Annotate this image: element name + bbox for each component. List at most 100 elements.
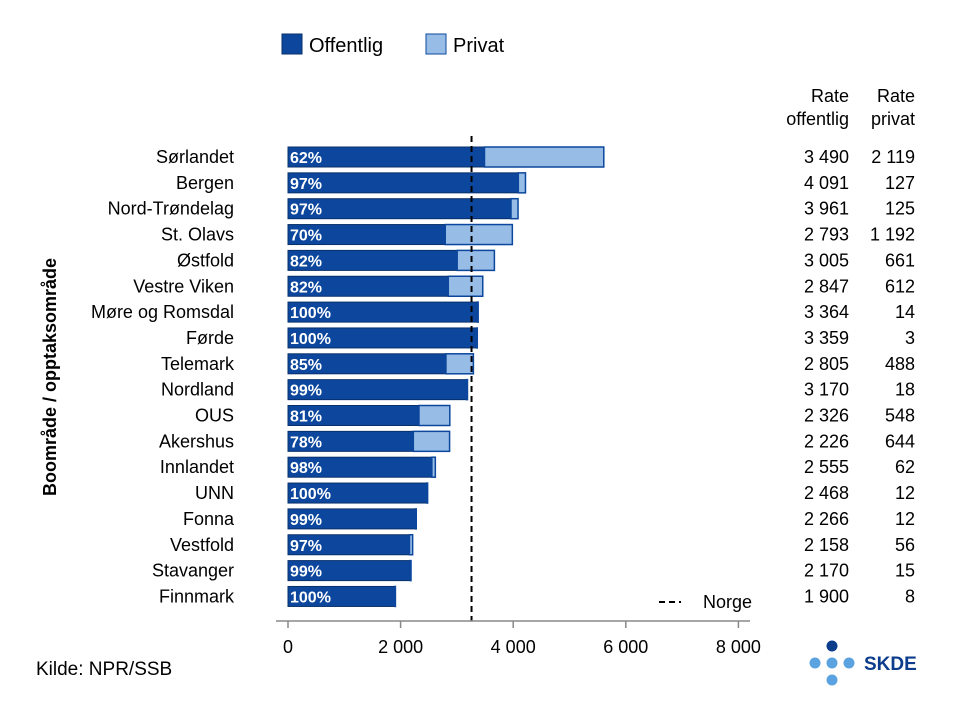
logo-dot-bottom [826,674,838,686]
header-privat-line1: Rate [877,86,915,106]
category-label: Vestfold [170,535,234,555]
share-label: 100% [290,486,331,503]
legend-swatch-offentlig [281,33,303,55]
share-label: 99% [290,564,322,581]
rate-privat-value: 125 [885,199,915,219]
rate-privat-value: 12 [895,509,915,529]
bar-privat [476,301,479,323]
category-label: Møre og Romsdal [91,302,234,322]
bar-privat [483,146,605,168]
rate-offentlig-value: 2 226 [804,431,849,451]
rate-offentlig-value: 2 468 [804,483,849,503]
row-1: Bergen 97% 4 091 127 [176,172,915,194]
rate-privat-value: 12 [895,483,915,503]
category-label: Nordland [161,380,234,400]
header-offentlig-line1: Rate [811,86,849,106]
y-axis-title: Boområde / opptaksområde [40,258,60,496]
logo-dot-top [826,640,838,652]
header-privat-line2: privat [871,109,915,129]
rate-privat-value: 612 [885,276,915,296]
rate-privat-value: 127 [885,173,915,193]
share-label: 99% [290,383,322,400]
share-label: 81% [290,409,322,426]
bar-privat [426,482,429,504]
rate-offentlig-value: 3 490 [804,147,849,167]
x-tick-label: 4 000 [491,637,536,657]
rate-offentlig-value: 2 266 [804,509,849,529]
category-label: Fonna [183,509,235,529]
rate-privat-value: 18 [895,380,915,400]
row-17: Finnmark 100% 1 900 8 [159,585,915,608]
x-tick-label: 6 000 [603,637,648,657]
share-label: 100% [290,305,331,322]
row-7: Førde 100% 3 359 3 [186,327,915,349]
legend-label-privat: Privat [453,35,505,57]
rate-privat-value: 56 [895,535,915,555]
share-label: 98% [290,460,322,477]
rate-offentlig-value: 3 359 [804,328,849,348]
rate-offentlig-value: 2 170 [804,561,849,581]
rate-offentlig-value: 3 170 [804,380,849,400]
skde-logo: SKDE [809,640,917,686]
share-label: 97% [290,176,322,193]
rate-table-header: Rate offentlig Rate privat [786,86,915,129]
rate-privat-value: 488 [885,354,915,374]
rate-offentlig-value: 4 091 [804,173,849,193]
legend-swatch-privat [425,33,447,55]
category-label: Nord-Trøndelag [108,199,234,219]
row-2: Nord-Trøndelag 97% 3 961 125 [108,197,915,220]
logo-text: SKDE [864,654,917,675]
legend: Offentlig Privat [281,33,505,57]
category-label: Østfold [177,250,234,270]
x-tick-label: 2 000 [378,637,423,657]
rate-privat-value: 548 [885,406,915,426]
logo-dot-left [809,657,821,669]
bar-privat [445,353,475,375]
rate-offentlig-value: 1 900 [804,586,849,606]
rate-privat-value: 14 [895,302,915,322]
share-label: 85% [290,357,322,374]
category-label: St. Olavs [161,225,234,245]
share-label: 99% [290,512,322,529]
row-8: Telemark 85% 2 805 488 [161,353,915,375]
row-0: Sørlandet 62% 3 490 2 119 [156,146,915,168]
row-4: Østfold 82% 3 005 661 [177,249,915,272]
rate-privat-value: 62 [895,457,915,477]
rate-offentlig-value: 3 005 [804,250,849,270]
row-6: Møre og Romsdal 100% 3 364 14 [91,301,915,323]
row-14: Fonna 99% 2 266 12 [183,508,915,530]
row-16: Stavanger 99% 2 170 15 [152,559,915,582]
rate-privat-value: 1 192 [870,225,915,245]
logo-dot-right [843,657,855,669]
rate-offentlig-value: 2 326 [804,406,849,426]
reference-legend-label: Norge [703,592,752,612]
category-label: Sørlandet [156,147,234,167]
reference-legend: Norge [659,592,752,612]
rate-offentlig-value: 3 961 [804,199,849,219]
header-offentlig-line2: offentlig [786,109,849,129]
category-label: Stavanger [152,561,234,581]
share-label: 100% [290,589,331,606]
row-13: UNN 100% 2 468 12 [195,482,915,504]
category-label: UNN [195,483,234,503]
category-label: Innlandet [160,457,234,477]
rate-offentlig-value: 2 847 [804,276,849,296]
bar-privat [414,508,418,530]
bar-privat [444,223,514,246]
bar-privat [510,197,519,220]
rate-offentlig-value: 2 158 [804,535,849,555]
rate-privat-value: 661 [885,250,915,270]
share-label: 97% [290,202,322,219]
legend-label-offentlig: Offentlig [309,35,383,57]
share-label: 97% [290,538,322,555]
bar-privat [465,378,469,401]
logo-dot-center [826,657,838,669]
bar-privat [408,534,414,556]
category-label: Akershus [159,431,234,451]
bar-offentlig [287,172,519,194]
bar-privat [456,249,496,272]
row-12: Innlandet 98% 2 555 62 [160,456,915,478]
rate-privat-value: 3 [905,328,915,348]
category-label: Førde [186,328,234,348]
